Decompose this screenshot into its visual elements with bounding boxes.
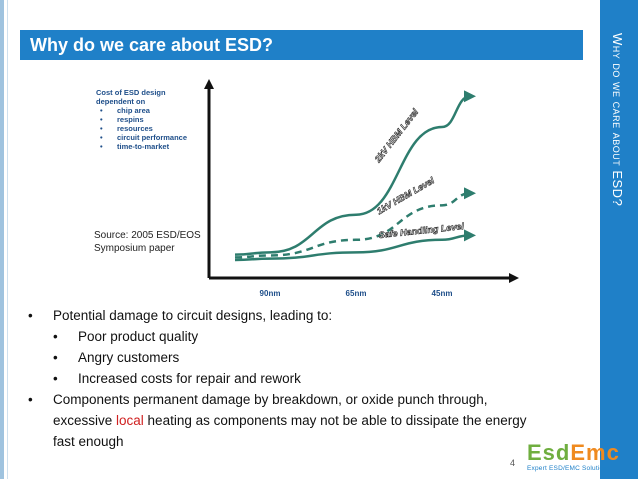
legend-bullet-dot: • bbox=[100, 142, 103, 151]
sidebar-title: Why do we care about ESD? bbox=[610, 33, 625, 207]
bullet-line-2-pre: excessive bbox=[53, 413, 117, 428]
x-tick-label: 45nm bbox=[432, 289, 453, 298]
series-label: 2kV HBM Level bbox=[372, 107, 421, 165]
bullet-item: • Potential damage to circuit designs, l… bbox=[28, 305, 588, 326]
slide-title: Why do we care about ESD? bbox=[30, 34, 274, 55]
left-accent-strip bbox=[0, 0, 4, 479]
x-tick-label: 90nm bbox=[260, 289, 281, 298]
bullet-list: • Potential damage to circuit designs, l… bbox=[28, 305, 588, 452]
series-label: Safe Handling Level bbox=[378, 221, 465, 240]
bullet-dot: • bbox=[53, 350, 58, 365]
chart-source: Source: 2005 ESD/EOS Symposium paper bbox=[94, 229, 201, 255]
legend-bullet-text: resources bbox=[117, 124, 153, 133]
sub-bullet-item: • Poor product quality bbox=[28, 326, 588, 347]
sub-bullet-item: • Angry customers bbox=[28, 347, 588, 368]
bullet-dot: • bbox=[53, 371, 58, 386]
left-accent-line bbox=[7, 0, 8, 479]
bullet-dot: • bbox=[28, 392, 33, 407]
logo-tagline: Expert ESD/EMC Solutions bbox=[527, 465, 611, 472]
esdemc-logo: EsdEmc Expert ESD/EMC Solutions bbox=[527, 440, 619, 473]
bullet-line-3: fast enough bbox=[53, 434, 124, 449]
sidebar-title-wrap: Why do we care about ESD? bbox=[600, 0, 638, 479]
page-number: 4 bbox=[510, 458, 516, 468]
bullet-line-1: Components permanent damage by breakdown… bbox=[53, 392, 488, 407]
sub-bullet-item: • Increased costs for repair and rework bbox=[28, 368, 588, 389]
logo-wordmark: EsdEmc bbox=[527, 440, 619, 465]
legend-bullet-text: chip area bbox=[117, 106, 151, 115]
series-curve bbox=[234, 90, 476, 256]
legend-bullet-text: time-to-market bbox=[117, 142, 170, 151]
bullet-dot: • bbox=[28, 308, 33, 323]
sub-bullet-text: Poor product quality bbox=[78, 329, 199, 344]
legend-bullet-dot: • bbox=[100, 124, 103, 133]
source-line-1: Source: 2005 ESD/EOS bbox=[94, 230, 201, 241]
x-tick-label: 65nm bbox=[346, 289, 367, 298]
highlighted-word: local bbox=[116, 413, 144, 428]
legend-title: dependent on bbox=[96, 97, 146, 106]
bullet-dot: • bbox=[53, 329, 58, 344]
bullet-item: • Components permanent damage by breakdo… bbox=[28, 389, 588, 452]
series-curve bbox=[234, 229, 476, 262]
bullet-text: Potential damage to circuit designs, lea… bbox=[53, 308, 333, 323]
sub-bullet-text: Angry customers bbox=[78, 350, 180, 365]
legend-bullet-text: respins bbox=[117, 115, 144, 124]
logo-part-esd: Esd bbox=[527, 440, 571, 465]
sub-bullet-text: Increased costs for repair and rework bbox=[78, 371, 301, 386]
bullet-text-multiline: Components permanent damage by breakdown… bbox=[28, 389, 588, 452]
sidebar bbox=[600, 0, 638, 479]
title-bar: Why do we care about ESD? bbox=[20, 30, 583, 60]
legend-bullet-text: circuit performance bbox=[117, 133, 187, 142]
legend-bullet-dot: • bbox=[100, 133, 103, 142]
series-curve bbox=[234, 187, 476, 259]
logo-part-emc: Emc bbox=[570, 440, 620, 465]
legend-bullet-dot: • bbox=[100, 115, 103, 124]
source-line-2: Symposium paper bbox=[94, 243, 175, 254]
legend-bullet-dot: • bbox=[100, 106, 103, 115]
legend-title: Cost of ESD design bbox=[96, 88, 166, 97]
bullet-line-2-post: heating as components may not be able to… bbox=[143, 413, 527, 428]
